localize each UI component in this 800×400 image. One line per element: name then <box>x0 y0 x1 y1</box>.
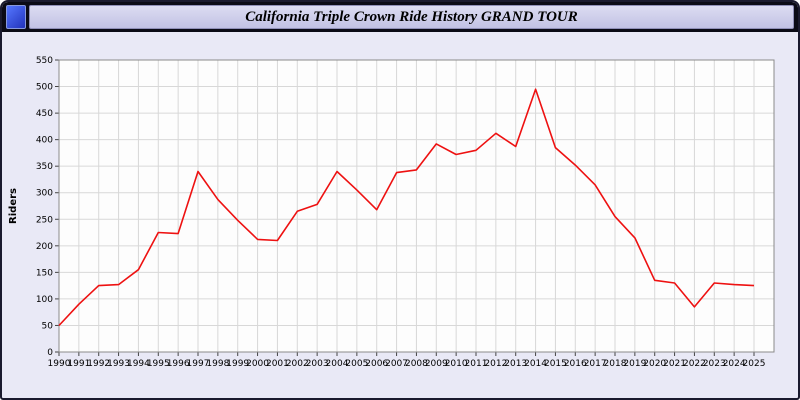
x-tick-label: 2019 <box>623 359 646 369</box>
title-bar-inner: California Triple Crown Ride History GRA… <box>29 5 794 29</box>
window-title: California Triple Crown Ride History GRA… <box>245 8 578 25</box>
x-tick-label: 2001 <box>266 359 289 369</box>
x-tick-label: 2010 <box>445 359 468 369</box>
x-tick-label: 1993 <box>107 359 130 369</box>
y-tick-label: 500 <box>36 83 53 93</box>
x-tick-label: 1992 <box>87 359 110 369</box>
y-tick-label: 400 <box>36 136 53 146</box>
x-tick-label: 2007 <box>385 359 408 369</box>
x-tick-label: 2004 <box>326 359 349 369</box>
x-tick-label: 2008 <box>405 359 428 369</box>
chart-panel: 0 50 100 150 200 250 300 350 400 450 500 550 1990 199… <box>2 32 798 398</box>
x-tick-label: 2021 <box>663 359 686 369</box>
x-tick-label: 2009 <box>425 359 448 369</box>
x-tick-label: 2024 <box>723 359 746 369</box>
x-tick-label: 2003 <box>306 359 329 369</box>
x-tick-label: 2012 <box>484 359 507 369</box>
plot-border <box>58 59 775 353</box>
y-axis-label: Riders <box>8 188 19 224</box>
x-tick-label: 2016 <box>564 359 587 369</box>
y-tick-label: 450 <box>36 109 53 119</box>
x-tick-label: 2022 <box>683 359 706 369</box>
x-tick-label: 2025 <box>743 359 766 369</box>
x-tick-label: 2020 <box>643 359 666 369</box>
ride-history-line-chart: 0501001502002503003504004505005501990199… <box>8 56 775 369</box>
y-tick-label: 250 <box>36 215 53 225</box>
x-tick-label: 1996 <box>167 359 190 369</box>
x-tick-label: 2015 <box>544 359 567 369</box>
y-tick-label: 200 <box>36 242 53 252</box>
x-tick-label: 1991 <box>67 359 90 369</box>
window-icon[interactable] <box>6 5 26 29</box>
x-tick-label: 2018 <box>604 359 627 369</box>
x-tick-label: 1995 <box>147 359 170 369</box>
x-tick-label: 2002 <box>286 359 309 369</box>
x-tick-label: 2006 <box>365 359 388 369</box>
x-tick-label: 2014 <box>524 359 547 369</box>
x-tick-label: 2013 <box>504 359 527 369</box>
y-tick-label: 50 <box>42 321 54 331</box>
y-tick-label: 300 <box>36 189 53 199</box>
y-tick-label: 100 <box>36 295 53 305</box>
x-tick-label: 2005 <box>345 359 368 369</box>
y-tick-label: 550 <box>36 56 53 66</box>
x-tick-label: 1997 <box>187 359 210 369</box>
x-tick-label: 2023 <box>703 359 726 369</box>
x-tick-label: 2011 <box>465 359 488 369</box>
title-bar: California Triple Crown Ride History GRA… <box>2 2 798 32</box>
x-tick-label: 1999 <box>226 359 249 369</box>
x-tick-label: 1998 <box>206 359 229 369</box>
y-tick-label: 150 <box>36 268 53 278</box>
y-tick-label: 0 <box>47 348 53 358</box>
x-tick-label: 1994 <box>127 359 150 369</box>
x-tick-label: 2017 <box>584 359 607 369</box>
riders-series-line <box>58 88 755 327</box>
x-tick-label: 2000 <box>246 359 269 369</box>
x-tick-label: 1990 <box>48 359 71 369</box>
y-tick-label: 350 <box>36 162 53 172</box>
